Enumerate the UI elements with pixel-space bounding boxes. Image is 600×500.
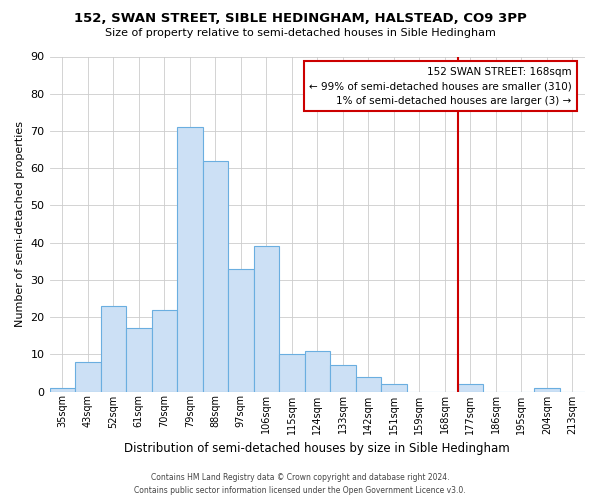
- Bar: [305, 350, 330, 392]
- Bar: [50, 388, 75, 392]
- Bar: [126, 328, 152, 392]
- Bar: [177, 127, 203, 392]
- Bar: [458, 384, 483, 392]
- Bar: [381, 384, 407, 392]
- Bar: [152, 310, 177, 392]
- Text: 152, SWAN STREET, SIBLE HEDINGHAM, HALSTEAD, CO9 3PP: 152, SWAN STREET, SIBLE HEDINGHAM, HALST…: [74, 12, 526, 26]
- Bar: [101, 306, 126, 392]
- Bar: [228, 268, 254, 392]
- Bar: [330, 366, 356, 392]
- Bar: [203, 160, 228, 392]
- Bar: [254, 246, 279, 392]
- Bar: [534, 388, 560, 392]
- Bar: [75, 362, 101, 392]
- Text: Contains HM Land Registry data © Crown copyright and database right 2024.
Contai: Contains HM Land Registry data © Crown c…: [134, 474, 466, 495]
- Bar: [279, 354, 305, 392]
- Bar: [356, 376, 381, 392]
- Text: Size of property relative to semi-detached houses in Sible Hedingham: Size of property relative to semi-detach…: [104, 28, 496, 38]
- X-axis label: Distribution of semi-detached houses by size in Sible Hedingham: Distribution of semi-detached houses by …: [124, 442, 510, 455]
- Y-axis label: Number of semi-detached properties: Number of semi-detached properties: [15, 121, 25, 327]
- Text: 152 SWAN STREET: 168sqm
← 99% of semi-detached houses are smaller (310)
1% of se: 152 SWAN STREET: 168sqm ← 99% of semi-de…: [309, 66, 572, 106]
